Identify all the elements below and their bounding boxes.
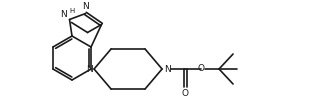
Text: N: N [164,64,170,73]
Text: H: H [69,7,74,14]
Text: N: N [60,10,67,19]
Text: O: O [181,89,189,97]
Text: N: N [82,2,89,11]
Text: N: N [86,64,93,73]
Text: O: O [198,63,205,72]
